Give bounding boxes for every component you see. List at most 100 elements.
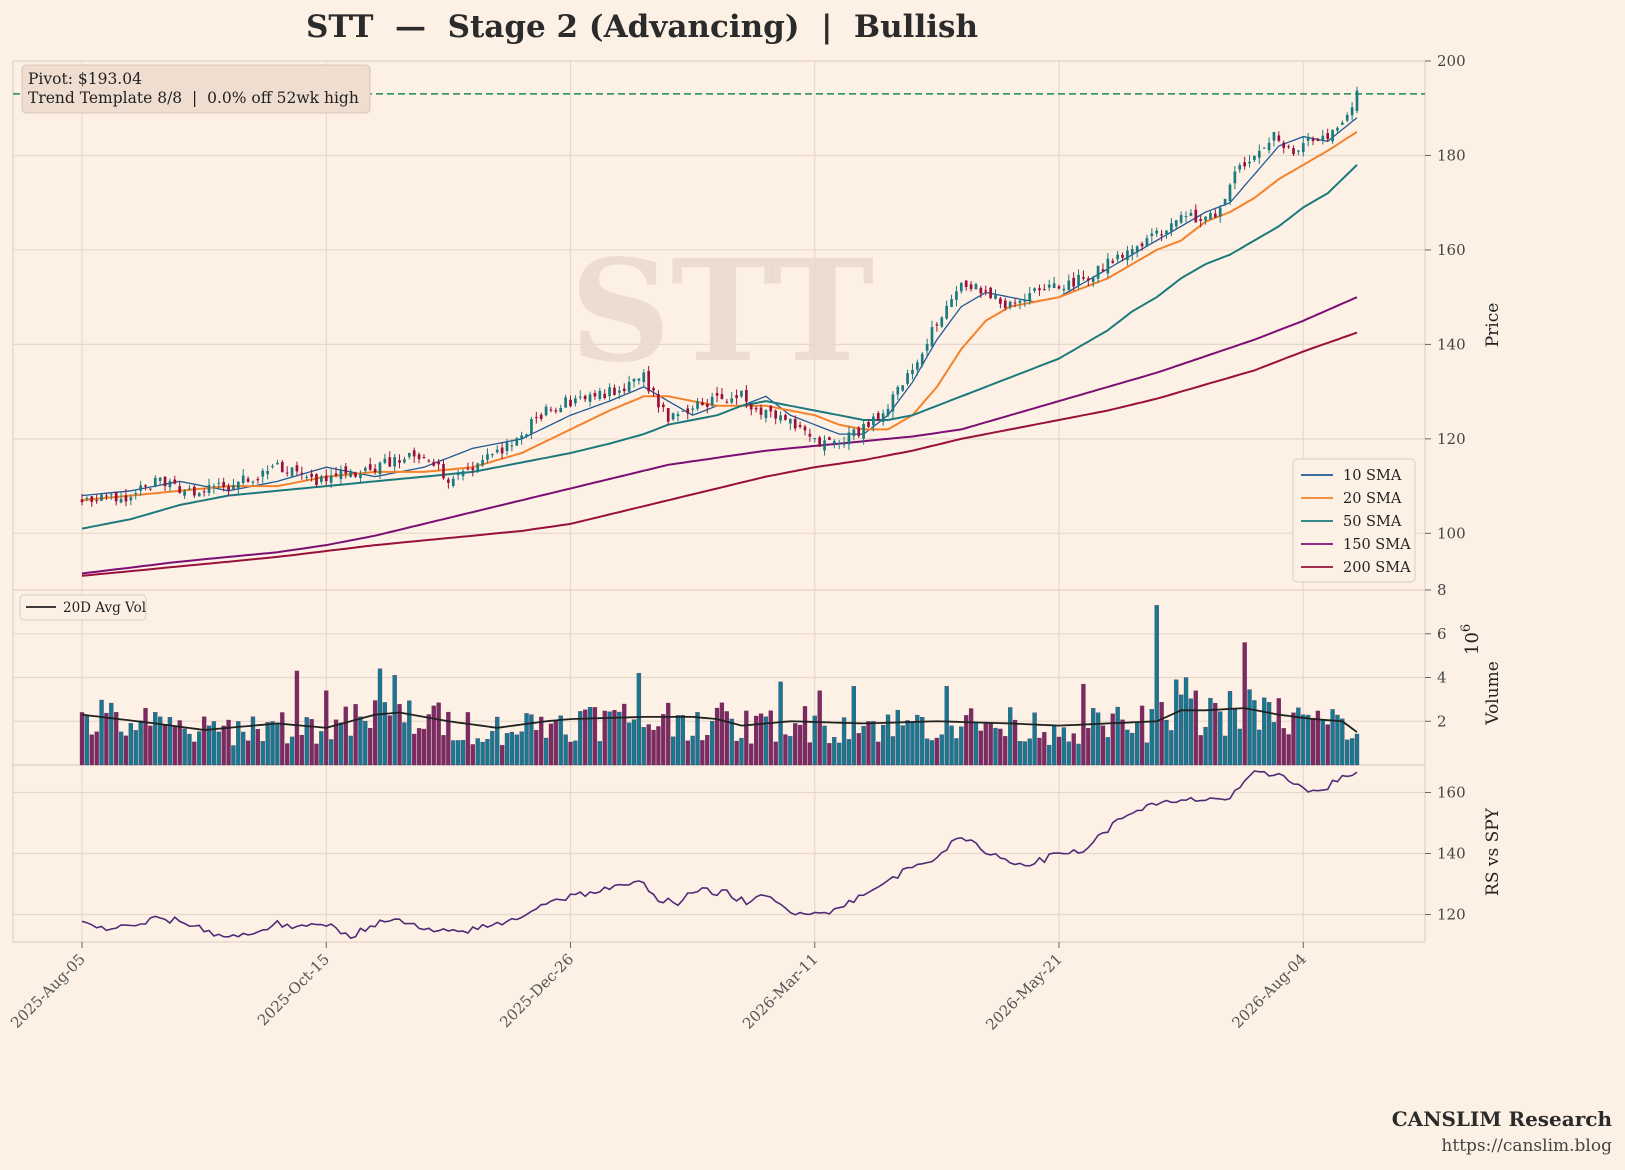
volume-bar: [1003, 736, 1008, 766]
volume-bar: [1266, 702, 1272, 766]
candle-body: [246, 478, 250, 482]
volume-bar: [451, 740, 456, 766]
sma-legend-label: 50 SMA: [1343, 514, 1402, 530]
candle-body: [144, 485, 147, 487]
volume-bar: [172, 726, 177, 766]
candle-body: [984, 290, 988, 292]
candle-body: [945, 305, 948, 319]
candle-body: [153, 477, 157, 486]
candle-body: [109, 494, 113, 496]
volume-bar: [763, 716, 769, 766]
volume-bar: [631, 719, 637, 766]
candle-body: [202, 491, 206, 493]
volume-bar: [382, 702, 388, 766]
candle-body: [393, 457, 396, 467]
volume-bar: [607, 711, 612, 766]
sma-line: [81, 331, 1358, 577]
candle-body: [622, 388, 626, 391]
candle-body: [256, 479, 260, 481]
volume-bar: [372, 700, 378, 766]
candle-body: [906, 373, 909, 384]
candle-body: [515, 438, 519, 446]
volume-bar: [895, 709, 900, 766]
volume-bar: [553, 720, 559, 766]
candle-body: [1062, 288, 1066, 291]
candle-body: [451, 478, 455, 486]
volume-bar: [548, 723, 554, 766]
volume-bar: [680, 715, 686, 766]
volume-bar: [1222, 735, 1228, 766]
candle-body: [862, 423, 865, 439]
candle-body: [520, 435, 523, 440]
volume-bar: [475, 738, 480, 766]
candle-body: [666, 408, 670, 422]
candle-body: [1111, 260, 1115, 263]
candle-body: [832, 440, 836, 444]
candle-body: [1331, 129, 1334, 142]
price-tick-label: 140: [1437, 335, 1466, 353]
volume-bar: [158, 716, 163, 766]
volume-bar: [1042, 732, 1047, 766]
candle-body: [1170, 223, 1173, 232]
volume-bar: [84, 715, 90, 766]
candle-body: [632, 378, 636, 382]
candle-body: [1321, 135, 1325, 141]
candle-body: [574, 398, 577, 404]
candle-body: [955, 291, 958, 300]
candle-body: [1179, 215, 1183, 223]
volume-bar: [499, 745, 505, 766]
volume-bar: [285, 743, 290, 766]
candle-body: [950, 299, 953, 308]
candle-body: [1165, 230, 1168, 234]
candle-body: [1297, 150, 1300, 152]
candle-body: [525, 434, 528, 437]
candle-body: [280, 461, 284, 473]
candle-body: [1091, 277, 1095, 282]
volume-bar: [353, 704, 358, 766]
volume-bar: [1242, 642, 1247, 766]
volume-bar: [802, 706, 808, 766]
volume-bar: [558, 715, 563, 766]
candle-body: [671, 413, 675, 420]
volume-bar: [827, 743, 832, 766]
volume-bar: [167, 717, 173, 766]
volume-bar: [817, 690, 822, 766]
volume-bar: [265, 722, 270, 766]
volume-bar: [700, 740, 705, 766]
candle-body: [417, 454, 421, 459]
volume-bar: [1008, 707, 1013, 766]
volume-bar: [724, 711, 729, 766]
candle-body: [183, 490, 186, 496]
candle-body: [276, 462, 279, 465]
candle-body: [1267, 142, 1271, 151]
volume-bar: [1017, 741, 1023, 766]
volume-bar: [602, 710, 607, 766]
volume-bar: [294, 670, 300, 766]
candle-body: [236, 481, 240, 489]
candle-body: [1150, 233, 1154, 236]
volume-bar: [885, 714, 891, 766]
candle-body: [759, 407, 763, 415]
candle-body: [608, 387, 611, 397]
candle-body: [1077, 274, 1080, 286]
x-tick-label: 2026-Mar-11: [739, 950, 822, 1033]
candle-body: [1326, 133, 1330, 140]
volume-bar: [1330, 709, 1335, 766]
volume-bar: [402, 722, 407, 766]
volume-bar: [661, 714, 666, 766]
volume-bar: [695, 712, 700, 766]
volume-bar: [753, 715, 759, 766]
volume-bar: [929, 740, 935, 766]
candle-body: [310, 473, 313, 477]
volume-bar: [509, 731, 515, 766]
candle-body: [994, 294, 997, 299]
candle-body: [818, 437, 821, 447]
candle-body: [1023, 300, 1027, 302]
candle-body: [730, 398, 734, 403]
candle-body: [1257, 150, 1261, 158]
candle-body: [271, 466, 274, 468]
volume-bar: [690, 735, 695, 766]
candle-body: [1238, 165, 1242, 170]
candle-body: [686, 408, 690, 414]
volume-bar: [255, 729, 261, 766]
